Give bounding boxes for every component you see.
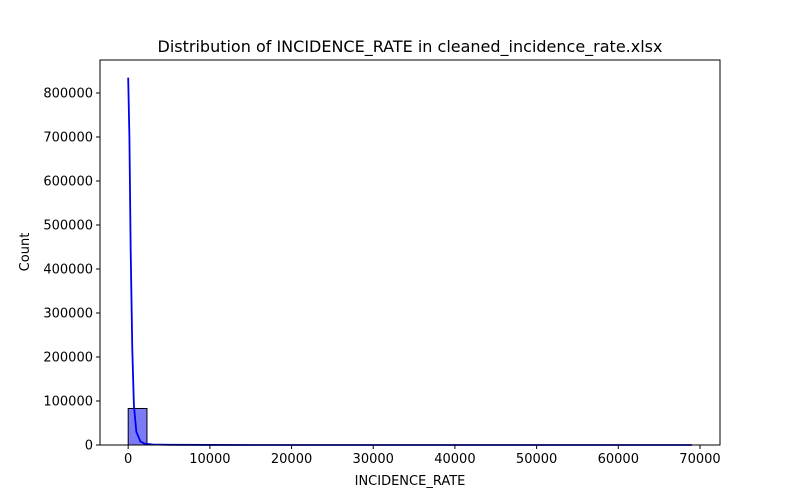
histogram-bar-0	[127, 407, 148, 446]
y-tick-label: 700000	[43, 131, 93, 146]
plot-frame	[99, 59, 721, 446]
y-tick-label: 200000	[43, 351, 93, 366]
y-tick-label: 400000	[43, 263, 93, 278]
y-tick-label: 100000	[43, 395, 93, 410]
x-tick-label: 30000	[353, 452, 394, 467]
y-tick-label: 600000	[43, 175, 93, 190]
x-tick-label: 70000	[679, 452, 720, 467]
x-tick-label: 10000	[189, 452, 230, 467]
x-tick-label: 60000	[598, 452, 639, 467]
x-axis-label: INCIDENCE_RATE	[355, 474, 466, 489]
y-tick-label: 0	[85, 439, 93, 454]
x-tick-label: 20000	[271, 452, 312, 467]
histogram-bars	[127, 407, 279, 446]
kde-line	[127, 77, 692, 446]
y-axis-ticks: 0 100000 200000 300000 400000 500000 600000 700…	[43, 87, 100, 454]
x-tick-label: 0	[124, 452, 132, 467]
x-tick-label: 40000	[434, 452, 475, 467]
chart-title: Distribution of INCIDENCE_RATE in cleane…	[158, 37, 663, 57]
y-tick-label: 800000	[43, 87, 93, 102]
y-axis-label: Count	[18, 233, 33, 272]
y-tick-label: 300000	[43, 307, 93, 322]
x-axis-ticks: 0 10000 20000 30000 40000 50000 60000 70000	[124, 445, 721, 467]
x-tick-label: 50000	[516, 452, 557, 467]
y-tick-label: 500000	[43, 219, 93, 234]
